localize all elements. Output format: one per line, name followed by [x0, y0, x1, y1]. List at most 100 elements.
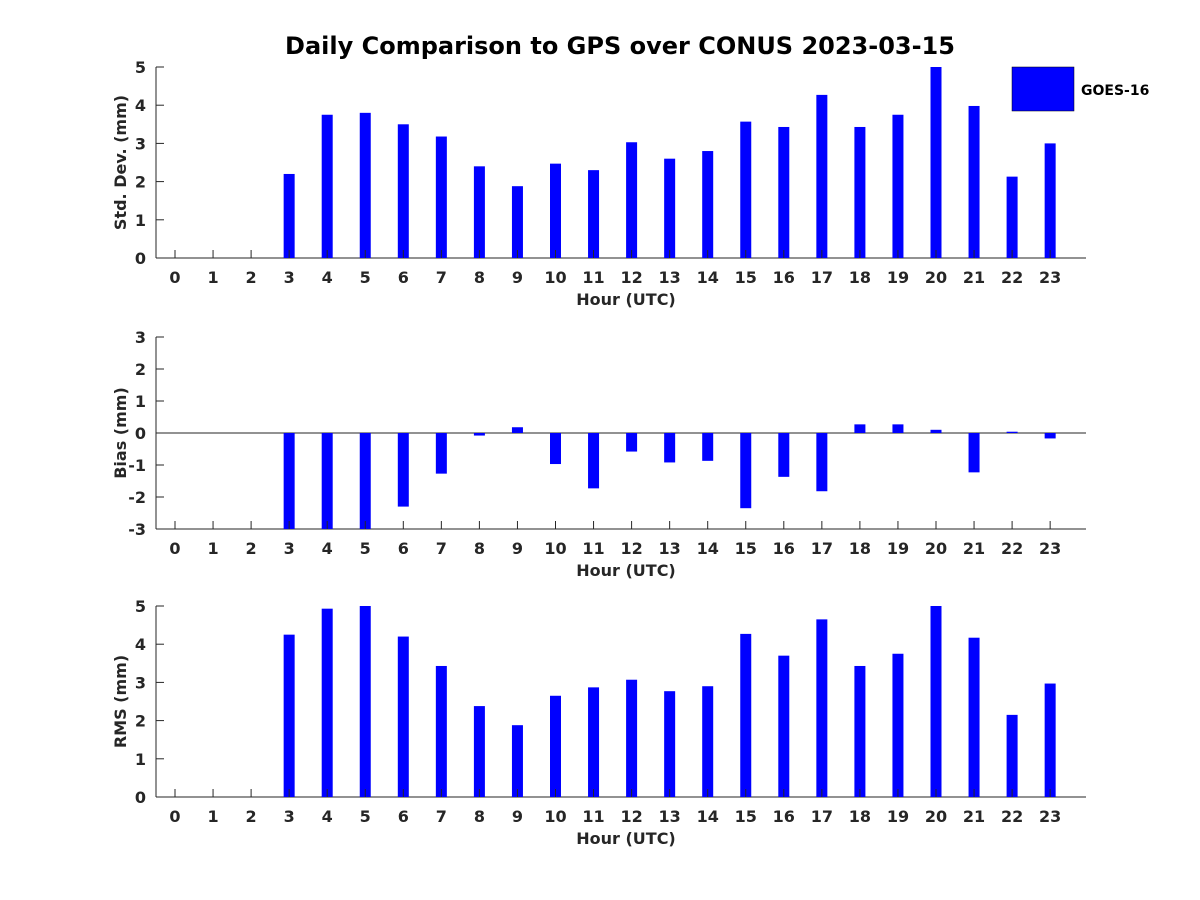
bar-hour-18 [854, 665, 866, 797]
x-tick-label: 20 [925, 539, 947, 558]
y-tick-label: 0 [135, 424, 146, 443]
bar-hour-4 [321, 114, 333, 258]
y-tick-label: 0 [135, 249, 146, 268]
y-tick-label: 1 [135, 392, 146, 411]
bar-hour-21 [968, 433, 980, 473]
x-tick-label: 17 [811, 268, 833, 287]
x-tick-label: 3 [284, 539, 295, 558]
x-tick-label: 23 [1039, 807, 1061, 826]
x-tick-label: 12 [620, 539, 642, 558]
x-tick-label: 7 [436, 268, 447, 287]
x-tick-label: 20 [925, 268, 947, 287]
x-tick-label: 16 [773, 539, 795, 558]
x-tick-label: 22 [1001, 807, 1023, 826]
bar-hour-20 [930, 606, 942, 797]
bar-hour-7 [435, 136, 447, 258]
x-tick-label: 12 [620, 807, 642, 826]
x-tick-label: 11 [582, 807, 604, 826]
y-tick-label: 3 [135, 673, 146, 692]
x-tick-label: 15 [735, 539, 757, 558]
y-tick-label: 0 [135, 788, 146, 807]
bar-hour-16 [778, 655, 790, 797]
x-tick-label: 10 [544, 539, 566, 558]
y-tick-label: 4 [135, 96, 146, 115]
x-tick-label: 12 [620, 268, 642, 287]
bar-hour-4 [321, 608, 333, 797]
x-tick-label: 20 [925, 807, 947, 826]
x-tick-label: 6 [398, 268, 409, 287]
x-tick-label: 0 [169, 268, 180, 287]
y-tick-label: 2 [135, 173, 146, 192]
x-tick-label: 8 [474, 807, 485, 826]
x-tick-label: 15 [735, 268, 757, 287]
bar-hour-17 [816, 94, 828, 258]
bar-hour-13 [664, 691, 676, 797]
y-tick-label: 1 [135, 211, 146, 230]
bar-hour-11 [588, 433, 600, 489]
bar-hour-22 [1006, 431, 1018, 433]
x-tick-label: 19 [887, 539, 909, 558]
y-tick-label: 1 [135, 750, 146, 769]
x-tick-label: 7 [436, 539, 447, 558]
x-tick-label: 2 [246, 807, 257, 826]
x-tick-label: 9 [512, 807, 523, 826]
bar-hour-15 [740, 433, 752, 509]
bar-hour-13 [664, 158, 676, 258]
x-tick-label: 13 [659, 807, 681, 826]
x-tick-label: 17 [811, 539, 833, 558]
x-tick-label: 2 [246, 268, 257, 287]
bar-hour-9 [511, 427, 523, 433]
chart-title: Daily Comparison to GPS over CONUS 2023-… [285, 32, 955, 60]
bar-hour-6 [397, 433, 409, 507]
x-tick-label: 16 [773, 268, 795, 287]
x-axis-label: Hour (UTC) [576, 829, 676, 848]
x-tick-label: 16 [773, 807, 795, 826]
x-tick-label: 5 [360, 268, 371, 287]
x-tick-label: 19 [887, 807, 909, 826]
bar-hour-12 [626, 433, 638, 452]
x-tick-label: 15 [735, 807, 757, 826]
bar-hour-14 [702, 686, 714, 797]
x-tick-label: 5 [360, 539, 371, 558]
bar-hour-23 [1044, 143, 1056, 258]
bar-hour-5 [359, 433, 371, 529]
bar-hour-9 [511, 186, 523, 258]
x-tick-label: 21 [963, 807, 985, 826]
x-tick-label: 22 [1001, 268, 1023, 287]
x-tick-label: 4 [322, 807, 333, 826]
x-tick-label: 23 [1039, 268, 1061, 287]
x-tick-label: 0 [169, 807, 180, 826]
x-tick-label: 6 [398, 807, 409, 826]
y-tick-label: 5 [135, 597, 146, 616]
bar-hour-12 [626, 679, 638, 797]
bar-hour-23 [1044, 683, 1056, 797]
x-axis-label: Hour (UTC) [576, 561, 676, 580]
bar-hour-8 [473, 166, 485, 258]
y-tick-label: 3 [135, 134, 146, 153]
x-tick-label: 1 [207, 539, 218, 558]
bar-hour-4 [321, 433, 333, 529]
x-tick-label: 9 [512, 539, 523, 558]
x-tick-label: 21 [963, 539, 985, 558]
bar-hour-21 [968, 637, 980, 797]
bar-hour-19 [892, 114, 904, 258]
bar-hour-13 [664, 433, 676, 463]
bar-hour-7 [435, 665, 447, 797]
x-tick-label: 17 [811, 807, 833, 826]
x-tick-label: 14 [697, 807, 719, 826]
bar-hour-9 [511, 725, 523, 797]
bar-hour-21 [968, 105, 980, 259]
bar-hour-23 [1044, 433, 1056, 439]
legend: GOES-16 [1011, 66, 1149, 112]
x-tick-label: 1 [207, 807, 218, 826]
bar-hour-19 [892, 424, 904, 433]
x-tick-label: 4 [322, 268, 333, 287]
bar-hour-16 [778, 126, 790, 258]
y-tick-label: 2 [135, 360, 146, 379]
bar-hour-3 [283, 433, 295, 529]
y-tick-label: -2 [128, 488, 146, 507]
x-tick-label: 13 [659, 539, 681, 558]
x-tick-label: 10 [544, 268, 566, 287]
